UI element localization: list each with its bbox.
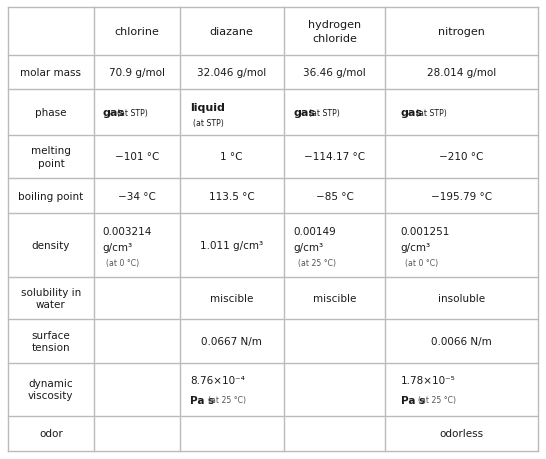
Text: gas: gas xyxy=(103,108,124,118)
Text: 8.76×10⁻⁴: 8.76×10⁻⁴ xyxy=(190,375,245,385)
Text: 0.0066 N/m: 0.0066 N/m xyxy=(431,336,492,346)
Text: gas: gas xyxy=(401,108,423,118)
Text: phase: phase xyxy=(35,108,67,118)
Text: gas: gas xyxy=(294,108,316,118)
Text: diazane: diazane xyxy=(210,27,253,37)
Text: density: density xyxy=(32,241,70,251)
Text: 70.9 g/mol: 70.9 g/mol xyxy=(109,68,165,78)
Text: 1.78×10⁻⁵: 1.78×10⁻⁵ xyxy=(401,375,455,385)
Text: 0.00149: 0.00149 xyxy=(294,227,336,237)
Text: −85 °C: −85 °C xyxy=(316,191,353,201)
Text: Pa s: Pa s xyxy=(401,395,425,405)
Text: −34 °C: −34 °C xyxy=(118,191,156,201)
Text: 0.001251: 0.001251 xyxy=(401,227,450,237)
Text: chlorine: chlorine xyxy=(114,27,159,37)
Text: 1 °C: 1 °C xyxy=(221,152,243,162)
Text: (at STP): (at STP) xyxy=(117,108,148,118)
Text: Pa s: Pa s xyxy=(190,395,215,405)
Text: (at STP): (at STP) xyxy=(308,108,340,118)
Text: −210 °C: −210 °C xyxy=(440,152,484,162)
Text: 32.046 g/mol: 32.046 g/mol xyxy=(197,68,266,78)
Text: (at 0 °C): (at 0 °C) xyxy=(405,258,438,267)
Text: −114.17 °C: −114.17 °C xyxy=(304,152,365,162)
Text: g/cm³: g/cm³ xyxy=(401,242,431,252)
Text: g/cm³: g/cm³ xyxy=(294,242,324,252)
Text: 1.011 g/cm³: 1.011 g/cm³ xyxy=(200,241,263,251)
Text: −101 °C: −101 °C xyxy=(115,152,159,162)
Text: boiling point: boiling point xyxy=(19,191,84,201)
Text: nitrogen: nitrogen xyxy=(438,27,485,37)
Text: solubility in
water: solubility in water xyxy=(21,287,81,309)
Text: −195.79 °C: −195.79 °C xyxy=(431,191,492,201)
Text: insoluble: insoluble xyxy=(438,293,485,303)
Text: 28.014 g/mol: 28.014 g/mol xyxy=(427,68,496,78)
Text: 0.003214: 0.003214 xyxy=(103,227,152,237)
Text: g/cm³: g/cm³ xyxy=(103,242,133,252)
Text: dynamic
viscosity: dynamic viscosity xyxy=(28,378,74,401)
Text: melting
point: melting point xyxy=(31,146,71,168)
Text: miscible: miscible xyxy=(313,293,356,303)
Text: surface
tension: surface tension xyxy=(32,330,70,352)
Text: (at STP): (at STP) xyxy=(193,118,224,127)
Text: (at 25 °C): (at 25 °C) xyxy=(298,258,336,267)
Text: 113.5 °C: 113.5 °C xyxy=(209,191,254,201)
Text: molar mass: molar mass xyxy=(20,68,81,78)
Text: 36.46 g/mol: 36.46 g/mol xyxy=(303,68,366,78)
Text: liquid: liquid xyxy=(190,102,225,112)
Text: odorless: odorless xyxy=(440,428,484,438)
Text: 0.0667 N/m: 0.0667 N/m xyxy=(201,336,262,346)
Text: hydrogen
chloride: hydrogen chloride xyxy=(308,20,361,44)
Text: (at 0 °C): (at 0 °C) xyxy=(106,258,140,267)
Text: (at 25 °C): (at 25 °C) xyxy=(207,396,246,404)
Text: (at 25 °C): (at 25 °C) xyxy=(418,396,456,404)
Text: miscible: miscible xyxy=(210,293,253,303)
Text: (at STP): (at STP) xyxy=(416,108,446,118)
Text: odor: odor xyxy=(39,428,63,438)
